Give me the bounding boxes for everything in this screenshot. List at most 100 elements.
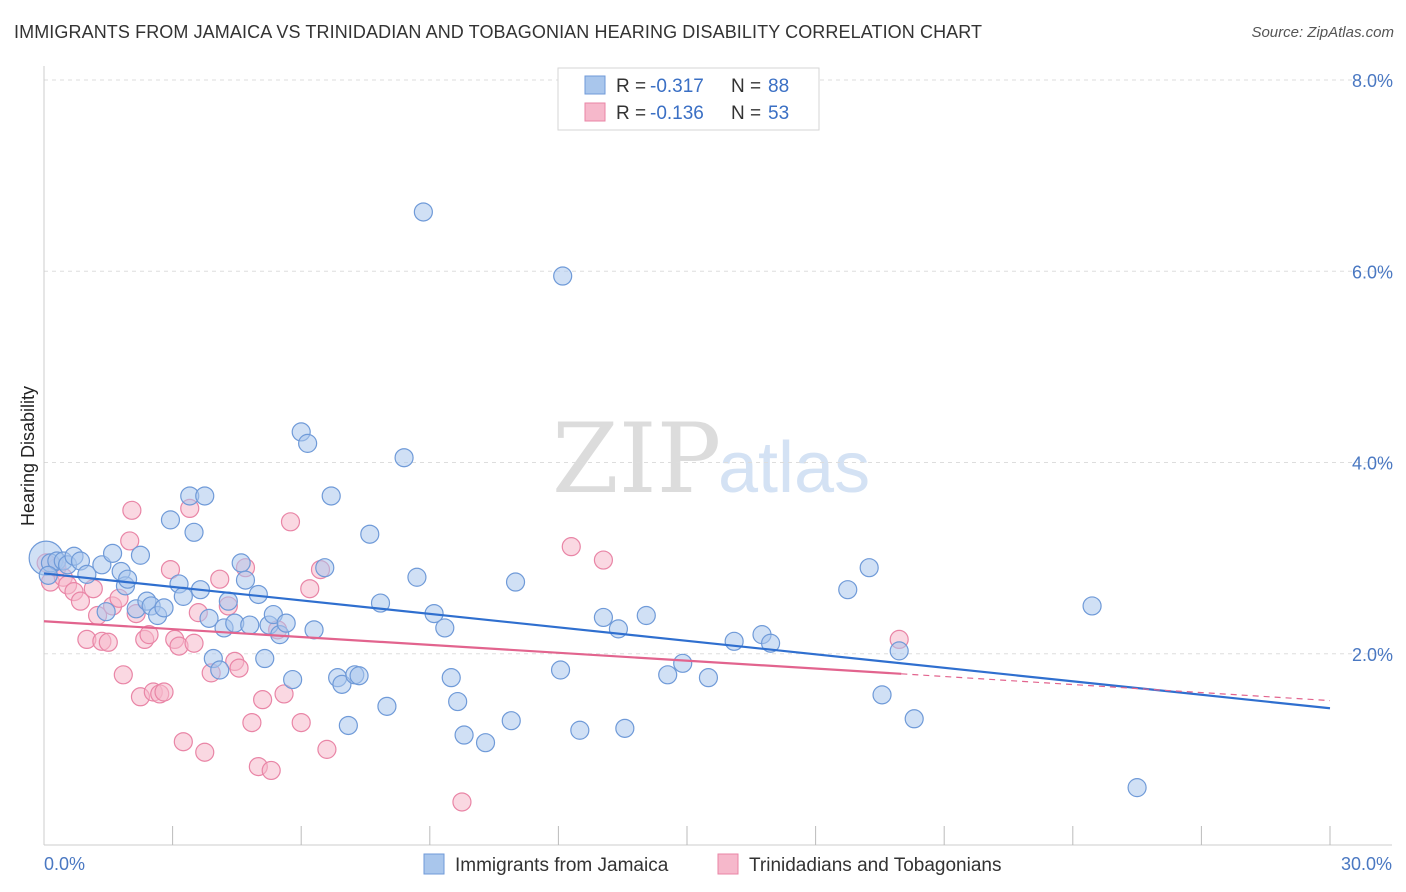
trinidadian-point [300,579,320,599]
jamaica-point [240,615,260,635]
chart-source: Source: ZipAtlas.com [1251,24,1394,41]
jamaica-point [413,202,433,222]
jamaica-point [475,733,496,753]
jamaica-point [1082,596,1102,616]
jamaica-point [394,448,414,468]
trinidadian-point [317,739,337,759]
y-axis-title: Hearing Disability [18,386,38,526]
series-trinidadian-points [36,498,909,812]
jamaica-point [505,572,526,592]
legend-n-label-trinidadian: N = [731,103,761,124]
jamaica-point [117,569,138,589]
bottom-legend-swatch-jamaica [423,853,445,875]
trendline-trinidadian [43,620,902,675]
trinidadian-point [154,682,174,702]
legend-r-value-jamaica: -0.317 [650,76,704,97]
jamaica-point [593,607,614,628]
jamaica-point [615,718,635,738]
trinidadian-point [561,537,581,557]
jamaica-point [570,720,590,740]
jamaica-point [231,553,251,573]
jamaica-point [889,641,909,661]
jamaica-point [838,580,858,600]
jamaica-point [872,685,892,705]
jamaica-point [407,567,427,587]
trinidadian-point [229,658,249,678]
trinidadian-point [70,591,91,611]
jamaica-point [448,691,468,712]
trinidadian-point [261,760,281,781]
jamaica-point [195,486,215,506]
legend-n-label-jamaica: N = [731,76,761,97]
trendline-trinidadian-extension [901,673,1331,702]
jamaica-point [550,660,571,680]
x-tick-label-min: 0.0% [44,854,85,874]
jamaica-point [636,605,656,626]
y-tick-label: 8.0% [1352,71,1393,91]
watermark-atlas: atlas [718,428,870,508]
legend-n-value-jamaica: 88 [768,76,789,97]
trend-lines [43,572,1331,710]
trinidadian-point [98,632,118,652]
jamaica-point [184,522,204,542]
jamaica-point [298,433,318,453]
jamaica-point [338,715,358,736]
trendline-jamaica [43,572,1331,710]
trinidadian-point [195,742,215,762]
jamaica-point [724,631,744,651]
jamaica-point [235,570,256,590]
trinidadian-point [242,712,262,733]
jamaica-point [454,725,474,745]
jamaica-point [130,545,151,565]
jamaica-point [859,558,879,578]
jamaica-point [1127,778,1147,798]
y-tick-label: 6.0% [1352,262,1393,282]
series-jamaica-points [28,202,1147,798]
jamaica-point [553,266,573,286]
jamaica-point [255,648,275,669]
jamaica-point [218,591,238,611]
trinidadian-point [173,732,193,752]
trinidadian-point [210,569,230,589]
trinidadian-point [139,625,159,645]
trinidadian-point [120,531,140,551]
y-tick-label: 2.0% [1352,645,1393,665]
x-axis-ticks [172,826,1331,845]
chart-title: IMMIGRANTS FROM JAMAICA VS TRINIDADIAN A… [14,22,983,42]
bottom-legend-swatch-trinidadian [717,853,739,875]
jamaica-point [315,558,335,578]
jamaica-point [441,668,461,688]
legend-r-value-trinidadian: -0.136 [650,103,704,124]
jamaica-point [501,711,521,731]
watermark-zip: ZIP [552,403,721,515]
jamaica-point [199,608,219,628]
jamaica-point [760,633,781,653]
jamaica-point [96,602,116,622]
jamaica-point [154,598,174,618]
jamaica-point [102,543,123,563]
legend-swatch-trinidadian [584,102,606,122]
y-tick-label: 4.0% [1352,454,1393,474]
bottom-legend-label-trinidadian: Trinidadians and Tobagonians [749,855,1001,876]
jamaica-point [673,653,693,673]
y-axis-tick-labels: 2.0% 4.0% 6.0% 8.0% [1352,71,1393,665]
trinidadian-point [113,665,133,685]
jamaica-point [304,620,324,640]
legend-r-label-trinidadian: R = [616,103,646,124]
jamaica-point [658,665,678,685]
bottom-legend-label-jamaica: Immigrants from Jamaica [455,855,669,876]
jamaica-point [210,660,230,680]
jamaica-point [160,510,181,530]
jamaica-point [698,668,719,688]
legend-n-value-trinidadian: 53 [768,103,789,124]
jamaica-point [332,674,352,694]
trinidadian-point [280,512,301,532]
trinidadian-point [291,712,311,733]
legend-swatch-jamaica [584,75,606,95]
jamaica-point [360,524,380,544]
jamaica-point [321,486,341,506]
trinidadian-point [160,559,181,580]
jamaica-point [283,669,303,690]
correlation-legend: R = -0.317 N = 88 R = -0.136 N = 53 [557,67,820,131]
